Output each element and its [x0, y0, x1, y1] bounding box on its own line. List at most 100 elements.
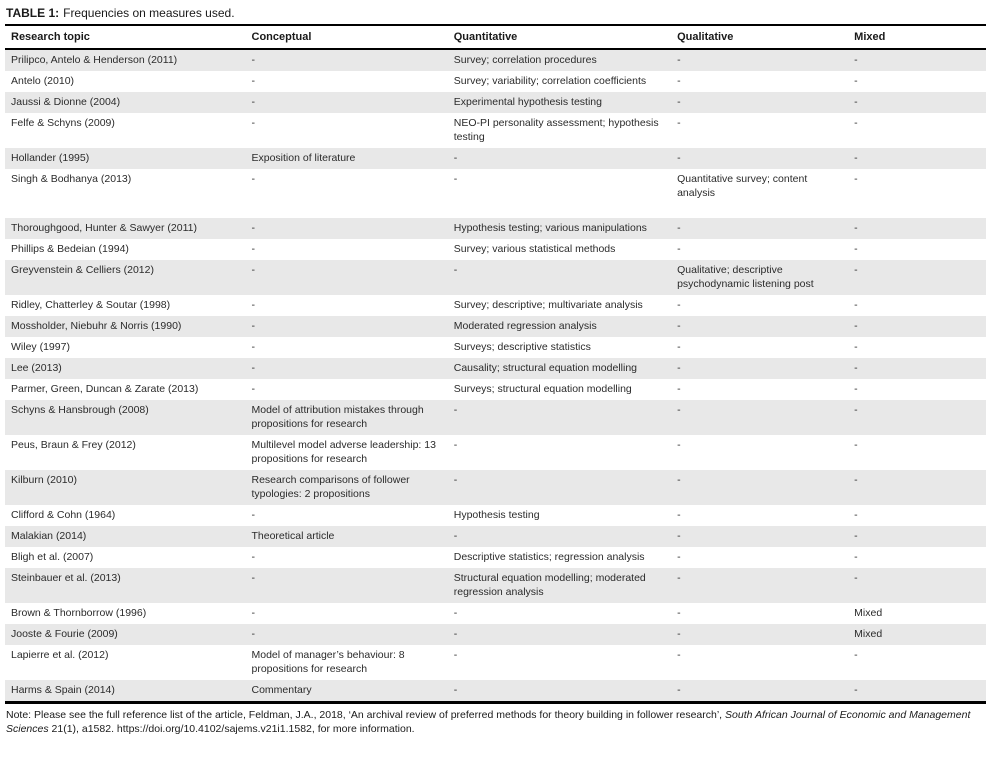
cell-qualitative: -	[677, 530, 681, 542]
table-row: Phillips & Bedeian (1994) - Survey; variou…	[5, 239, 986, 260]
cell-mixed: -	[854, 75, 858, 87]
cell-qualitative: -	[677, 299, 681, 311]
cell-qualitative: Qualitative; descriptive psychodynamic l…	[677, 264, 814, 290]
cell-topic: Wiley (1997)	[11, 341, 70, 353]
table-row: Wiley (1997) - Surveys; descriptive statis…	[5, 337, 986, 358]
cell-quantitative: -	[453, 628, 458, 640]
cell-topic: Parmer, Green, Duncan & Zarate (2013)	[11, 383, 199, 395]
cell-conceptual: -	[251, 173, 256, 185]
measures-table: Research topic Conceptual Quantitative Q…	[5, 26, 986, 704]
cell-qualitative: -	[677, 96, 681, 108]
cell-mixed: -	[854, 299, 858, 311]
cell-quantitative: Causality; structural equation modelling	[453, 362, 637, 374]
cell-topic: Harms & Spain (2014)	[11, 684, 115, 696]
cell-conceptual: -	[251, 383, 256, 395]
cell-qualitative: -	[677, 243, 681, 255]
table-row: Mossholder, Niebuhr & Norris (1990) - Mode…	[5, 316, 986, 337]
cell-mixed: -	[854, 474, 858, 486]
cell-topic: Singh & Bodhanya (2013)	[11, 173, 132, 185]
cell-qualitative: -	[677, 222, 681, 234]
cell-quantitative: NEO-PI personality assessment; hypothesi…	[453, 117, 659, 143]
cell-qualitative: -	[677, 649, 681, 661]
cell-mixed: Mixed	[854, 628, 883, 640]
cell-conceptual: Multilevel model adverse leadership: 13 …	[251, 439, 436, 465]
cell-conceptual: -	[251, 572, 256, 584]
cell-qualitative: -	[677, 607, 681, 619]
cell-conceptual: -	[251, 628, 256, 640]
cell-quantitative: -	[453, 474, 458, 486]
cell-conceptual: -	[251, 75, 256, 87]
cell-qualitative: -	[677, 75, 681, 87]
cell-qualitative: -	[677, 572, 681, 584]
cell-mixed: -	[854, 243, 858, 255]
cell-quantitative: Moderated regression analysis	[453, 320, 597, 332]
table-row: Singh & Bodhanya (2013) - - Quantitative su…	[5, 169, 986, 218]
table-row: Hollander (1995) Exposition of literature…	[5, 148, 986, 169]
column-header-conceptual: Conceptual	[251, 26, 454, 50]
cell-mixed: -	[854, 649, 858, 661]
cell-mixed: -	[854, 404, 858, 416]
cell-conceptual: -	[251, 243, 256, 255]
cell-mixed: -	[854, 383, 858, 395]
cell-quantitative: -	[453, 152, 458, 164]
cell-topic: Ridley, Chatterley & Soutar (1998)	[11, 299, 171, 311]
column-header-research-topic: Research topic	[5, 26, 252, 50]
cell-conceptual: -	[251, 362, 256, 374]
cell-qualitative: -	[677, 684, 681, 696]
cell-mixed: -	[854, 509, 858, 521]
table-row: Malakian (2014) Theoretical article - - -	[5, 526, 986, 547]
cell-quantitative: -	[453, 649, 458, 661]
table-row: Jaussi & Dionne (2004) - Experimental hypo…	[5, 92, 986, 113]
cell-mixed: -	[854, 222, 858, 234]
cell-qualitative: -	[677, 439, 681, 451]
cell-quantitative: Survey; various statistical methods	[453, 243, 616, 255]
cell-quantitative: Structural equation modelling; moderated…	[453, 572, 646, 598]
cell-mixed: -	[854, 96, 858, 108]
table-body: Prilipco, Antelo & Henderson (2011) - Surv…	[5, 49, 986, 703]
cell-conceptual: -	[251, 551, 256, 563]
cell-mixed: -	[854, 117, 858, 129]
cell-mixed: -	[854, 341, 858, 353]
cell-conceptual: Research comparisons of follower typolog…	[251, 474, 410, 500]
cell-quantitative: -	[453, 530, 458, 542]
cell-topic: Jaussi & Dionne (2004)	[11, 96, 121, 108]
cell-quantitative: Hypothesis testing	[453, 509, 540, 521]
table-row: Parmer, Green, Duncan & Zarate (2013) - Su…	[5, 379, 986, 400]
cell-topic: Schyns & Hansbrough (2008)	[11, 404, 149, 416]
cell-topic: Mossholder, Niebuhr & Norris (1990)	[11, 320, 182, 332]
cell-topic: Jooste & Fourie (2009)	[11, 628, 118, 640]
cell-topic: Bligh et al. (2007)	[11, 551, 94, 563]
table-row: Bligh et al. (2007) - Descriptive statisti…	[5, 547, 986, 568]
cell-quantitative: -	[453, 404, 458, 416]
cell-quantitative: Survey; correlation procedures	[453, 54, 597, 66]
cell-qualitative: -	[677, 509, 681, 521]
cell-topic: Felfe & Schyns (2009)	[11, 117, 115, 129]
cell-mixed: Mixed	[854, 607, 883, 619]
cell-conceptual: -	[251, 607, 256, 619]
cell-qualitative: -	[677, 383, 681, 395]
cell-quantitative: Hypothesis testing; various manipulation…	[453, 222, 647, 234]
cell-conceptual: -	[251, 320, 256, 332]
table-row: Peus, Braun & Frey (2012) Multilevel mode…	[5, 435, 986, 470]
cell-mixed: -	[854, 551, 858, 563]
table-row: Ridley, Chatterley & Soutar (1998) - Surve…	[5, 295, 986, 316]
cell-quantitative: -	[453, 439, 458, 451]
cell-mixed: -	[854, 530, 858, 542]
cell-quantitative: Surveys; descriptive statistics	[453, 341, 591, 353]
cell-topic: Phillips & Bedeian (1994)	[11, 243, 129, 255]
cell-topic: Hollander (1995)	[11, 152, 90, 164]
cell-qualitative: -	[677, 404, 681, 416]
footnote-text-start: Note: Please see the full reference list…	[6, 709, 726, 721]
cell-qualitative: -	[677, 474, 681, 486]
cell-quantitative: Descriptive statistics; regression analy…	[453, 551, 645, 563]
cell-qualitative: -	[677, 551, 681, 563]
table-row: Jooste & Fourie (2009) - - - Mixed	[5, 624, 986, 645]
cell-topic: Clifford & Cohn (1964)	[11, 509, 116, 521]
cell-topic: Malakian (2014)	[11, 530, 87, 542]
cell-conceptual: -	[251, 96, 256, 108]
cell-quantitative: Survey; variability; correlation coeffic…	[453, 75, 647, 87]
table-row: Brown & Thornborrow (1996) - - - Mixed	[5, 603, 986, 624]
table-title: TABLE 1: Frequencies on measures used.	[5, 6, 986, 26]
footnote-text-end: 21(1), a1582. https://doi.org/10.4102/sa…	[48, 722, 415, 735]
table-row: Clifford & Cohn (1964) - Hypothesis testin…	[5, 505, 986, 526]
